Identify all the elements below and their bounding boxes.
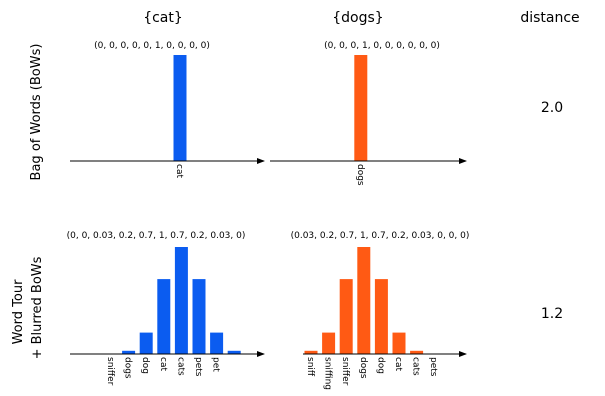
- tick-label: dogs: [123, 357, 133, 379]
- bar: [210, 332, 224, 354]
- row-label-word-tour: Word Tour: [11, 279, 26, 344]
- tick-label: cats: [175, 357, 185, 376]
- tick-label: dogs: [358, 357, 368, 379]
- tick-label: sniffer: [340, 357, 350, 386]
- tick-label: pet: [211, 357, 221, 372]
- bar: [392, 332, 406, 354]
- bar: [157, 279, 171, 354]
- row-label-bow: Bag of Words (BoWs): [29, 44, 44, 181]
- row-label-blurred-bow: + Blurred BoWs: [30, 256, 45, 359]
- tick-label: cat: [158, 357, 168, 371]
- tick-label: dogs: [355, 164, 365, 186]
- distance-blurred: 1.2: [541, 306, 563, 322]
- tick-label: cat: [393, 357, 403, 371]
- bar: [357, 247, 371, 354]
- bar: [227, 350, 241, 354]
- tick-label: cats: [411, 357, 421, 376]
- tick-label: sniff: [305, 357, 315, 377]
- tick-label: pets: [428, 357, 438, 377]
- bar: [122, 350, 136, 354]
- tick-label: sniffing: [323, 357, 333, 390]
- bar: [173, 55, 187, 161]
- panel-bow-dogs: (0, 0, 0, 1, 0, 0, 0, 0, 0, 0) dogs: [270, 41, 467, 186]
- bar: [354, 55, 368, 161]
- tick-label: dog: [375, 357, 385, 374]
- panel-blurred-cat: (0, 0, 0.03, 0.2, 0.7, 1, 0.7, 0.2, 0.03…: [67, 231, 265, 386]
- bar: [139, 332, 153, 354]
- vector-label: (0, 0, 0.03, 0.2, 0.7, 1, 0.7, 0.2, 0.03…: [67, 231, 246, 241]
- distance-bow: 2.0: [541, 100, 563, 116]
- vector-label: (0.03, 0.2, 0.7, 1, 0.7, 0.2, 0.03, 0, 0…: [291, 231, 470, 241]
- vector-label: (0, 0, 0, 0, 0, 1, 0, 0, 0, 0): [94, 41, 210, 51]
- tick-label: pets: [193, 357, 203, 377]
- header-cat: {cat}: [143, 10, 183, 26]
- bar: [304, 350, 318, 354]
- bar: [174, 247, 188, 354]
- tick-label: cat: [174, 164, 184, 178]
- tick-label: sniffer: [105, 357, 115, 386]
- tick-label: dog: [140, 357, 150, 374]
- bar: [410, 350, 424, 354]
- header-distance: distance: [520, 10, 579, 26]
- vector-label: (0, 0, 0, 1, 0, 0, 0, 0, 0, 0): [324, 41, 440, 51]
- panel-bow-cat: (0, 0, 0, 0, 0, 1, 0, 0, 0, 0) cat: [70, 41, 265, 178]
- panel-blurred-dogs: (0.03, 0.2, 0.7, 1, 0.7, 0.2, 0.03, 0, 0…: [291, 231, 470, 390]
- header-dogs: {dogs}: [332, 10, 383, 26]
- bar: [339, 279, 353, 354]
- bar: [322, 332, 336, 354]
- bar: [374, 279, 388, 354]
- bar: [192, 279, 206, 354]
